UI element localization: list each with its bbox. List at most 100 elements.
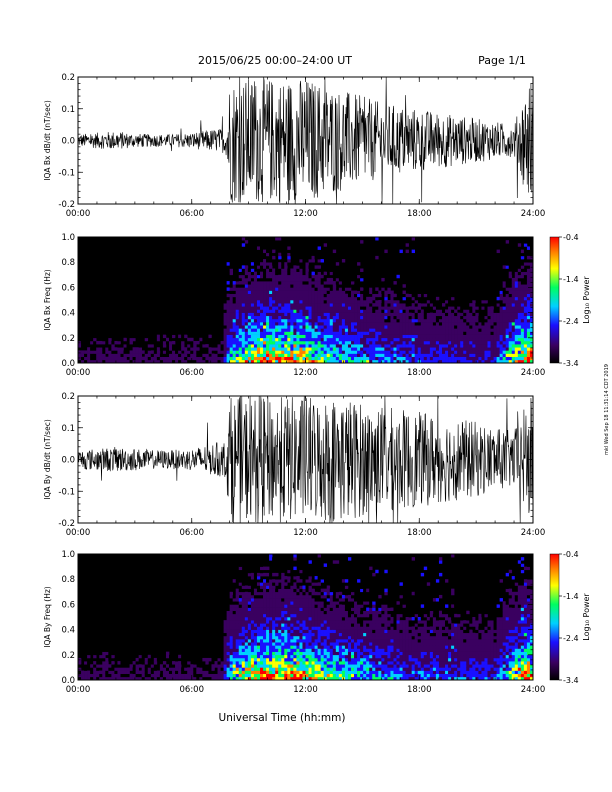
spectrogram-cell [253,344,258,348]
spectrogram-cell [457,315,461,320]
spectrogram-cell [496,312,500,317]
spectrogram-cell [96,676,100,681]
spectrogram-cell [308,277,312,282]
spectrogram-cell [366,350,370,354]
spectrogram-cell [275,661,279,665]
spectrogram-cell [423,325,428,329]
spectrogram-cell [414,334,419,339]
y-tick-label: -0.1 [58,168,75,178]
spectrogram-cell [414,309,419,313]
spectrogram-cell [472,325,476,329]
spectrogram-cell [281,604,285,608]
spectrogram-cell [454,353,458,357]
spectrogram-cell [272,347,276,351]
spectrogram-cell [323,331,328,335]
spectrogram-cell [451,353,455,357]
spectrogram-cell [317,340,321,345]
spectrogram-cell [281,281,285,285]
spectrogram-cell [250,315,255,320]
spectrogram-cell [263,676,267,681]
spectrogram-cell [396,318,400,323]
spectrogram-cell [284,629,288,634]
spectrogram-cell [299,642,303,646]
spectrogram-cell [438,318,443,323]
spectrogram-cell [269,309,273,313]
spectrogram-cell [526,350,531,354]
spectrogram-cell [357,312,361,317]
spectrogram-cell [272,623,276,627]
spectrogram-cell [196,331,200,335]
spectrogram-cell [159,676,164,681]
spectrogram-cell [281,591,285,596]
spectrogram-cell [266,306,270,310]
spectrogram-cell [369,312,373,317]
spectrogram-cell [293,582,297,586]
spectrogram-cell [354,300,358,304]
spectrogram-cell [426,312,431,317]
spectrogram-cell [266,274,270,279]
spectrogram-cell [114,350,118,354]
spectrogram-cell [429,293,434,298]
spectrogram-cell [323,309,328,313]
spectrogram-cell [272,664,276,668]
spectrogram-cell [423,306,428,310]
spectrogram-cell [278,303,282,307]
spectrogram-cell [529,281,534,285]
spectrogram-cell [308,607,312,611]
spectrogram-cell [426,334,431,339]
spectrogram-cell [311,667,315,671]
spectrogram-cell [135,670,139,674]
spectrogram-cell [481,303,485,307]
spectrogram-cell [129,325,133,329]
spectrogram-cell [363,328,367,332]
spectrogram-cell [287,331,291,335]
spectrogram-cell [320,312,324,317]
spectrogram-cell [338,290,343,294]
spectrogram-cell [499,344,503,348]
spectrogram-cell [223,667,227,671]
spectrogram-cell [363,300,367,304]
spectrogram-cell [120,344,124,348]
spectrogram-cell [162,350,167,354]
spectrogram-cell [305,328,309,332]
spectrogram-cell [454,331,458,335]
spectrogram-cell [511,277,516,282]
spectrogram-cell [302,566,306,571]
spectrogram-cell [357,340,361,345]
spectrogram-cell [351,274,355,279]
spectrogram-cell [253,629,258,634]
spectrogram-cell [411,312,415,317]
spectrogram-cell [396,296,400,301]
spectrogram-cell [235,290,240,294]
spectrogram-cell [396,306,400,310]
spectrogram-cell [442,293,446,298]
spectrogram-cell [263,312,267,317]
spectrogram-cell [260,642,264,646]
spectrogram-cell [375,359,379,364]
spectrogram-cell [396,274,400,279]
spectrogram-cell [505,284,510,288]
spectrogram-cell [123,340,127,345]
spectrogram-cell [378,356,382,361]
spectrogram-cell [278,296,282,301]
spectrogram-cell [256,277,261,282]
spectrogram-cell [235,639,240,643]
spectrogram-cell [229,579,233,583]
spectrogram-cell [169,670,173,674]
spectrogram-cell [354,293,358,298]
spectrogram-cell [269,626,273,630]
spectrogram-cell [238,328,243,332]
spectrogram-cell [278,664,282,668]
spectrogram-cell [241,325,246,329]
spectrogram-cell [244,670,249,674]
spectrogram-cell [105,657,109,662]
spectrogram-cell [284,359,288,364]
spectrogram-cell [372,344,376,348]
spectrogram-cell [296,277,300,282]
spectrogram-cell [329,328,334,332]
spectrogram-cell [414,296,419,301]
spectrogram-cell [269,582,273,586]
spectrogram-cell [229,271,233,276]
spectrogram-cell [478,353,482,357]
spectrogram-cell [281,309,285,313]
